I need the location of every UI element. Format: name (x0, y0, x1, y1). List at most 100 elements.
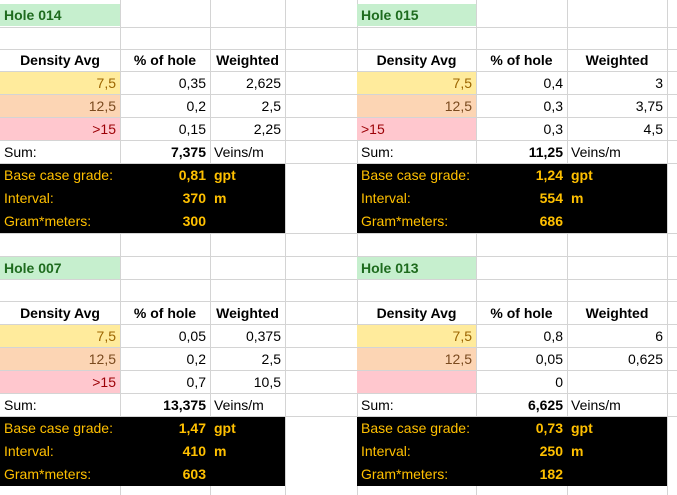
header-weighted[interactable]: Weighted (585, 305, 649, 321)
grade-label[interactable]: Base case grade: (361, 420, 470, 436)
grade-unit[interactable]: gpt (214, 167, 236, 183)
sum-unit[interactable]: Veins/m (214, 144, 264, 160)
sum-unit[interactable]: Veins/m (214, 397, 264, 413)
grade-value[interactable]: 0,73 (535, 420, 563, 436)
pct-cell[interactable]: 0,4 (543, 75, 563, 91)
density-cell[interactable]: 7,5 (0, 72, 120, 94)
hole-title-013[interactable]: Hole 013 (357, 257, 476, 279)
gram-meters-label[interactable]: Gram*meters: (361, 213, 449, 229)
pct-cell[interactable]: 0,15 (178, 121, 206, 137)
weighted-cell[interactable]: 3,75 (635, 98, 663, 114)
hole-title-015[interactable]: Hole 015 (357, 4, 476, 26)
gram-meters-label[interactable]: Gram*meters: (361, 466, 449, 482)
grid-line (0, 324, 677, 325)
sum-unit[interactable]: Veins/m (571, 397, 621, 413)
sum-value[interactable]: 7,375 (170, 144, 206, 160)
interval-value[interactable]: 554 (539, 190, 563, 206)
density-cell[interactable]: 12,5 (0, 95, 120, 117)
gram-meters-value[interactable]: 300 (182, 213, 206, 229)
header-weighted[interactable]: Weighted (216, 305, 279, 321)
sum-value[interactable]: 13,375 (163, 397, 206, 413)
weighted-cell[interactable]: 2,5 (261, 351, 281, 367)
interval-unit[interactable]: m (571, 443, 584, 459)
interval-label[interactable]: Interval: (361, 190, 411, 206)
density-cell[interactable]: >15 (357, 118, 476, 140)
sum-unit[interactable]: Veins/m (571, 144, 621, 160)
density-cell[interactable]: 12,5 (0, 348, 120, 370)
interval-value[interactable]: 250 (539, 443, 563, 459)
gram-meters-label[interactable]: Gram*meters: (4, 466, 92, 482)
header-weighted[interactable]: Weighted (216, 52, 279, 68)
hole-title-007[interactable]: Hole 007 (0, 257, 120, 279)
density-cell[interactable]: 7,5 (357, 325, 476, 347)
pct-cell[interactable]: 0,2 (186, 98, 206, 114)
pct-cell[interactable]: 0,7 (186, 374, 206, 390)
interval-unit[interactable]: m (571, 190, 584, 206)
sum-label[interactable]: Sum: (361, 144, 394, 160)
grade-label[interactable]: Base case grade: (4, 420, 113, 436)
header-density-avg[interactable]: Density Avg (20, 305, 100, 321)
pct-cell[interactable]: 0,3 (543, 121, 563, 137)
density-cell[interactable]: >15 (0, 371, 120, 393)
pct-cell[interactable]: 0,05 (535, 351, 563, 367)
sum-label[interactable]: Sum: (4, 397, 37, 413)
weighted-cell[interactable]: 4,5 (643, 121, 663, 137)
sum-label[interactable]: Sum: (361, 397, 394, 413)
gram-meters-label[interactable]: Gram*meters: (4, 213, 92, 229)
gram-meters-value[interactable]: 182 (539, 466, 563, 482)
pct-cell[interactable]: 0,2 (186, 351, 206, 367)
grid-line (667, 0, 668, 495)
density-cell[interactable]: >15 (0, 118, 120, 140)
interval-value[interactable]: 370 (182, 190, 206, 206)
interval-value[interactable]: 410 (182, 443, 206, 459)
weighted-cell[interactable]: 2,625 (245, 75, 281, 91)
header-pct-of-hole[interactable]: % of hole (490, 52, 553, 68)
density-cell[interactable] (357, 371, 476, 393)
header-pct-of-hole[interactable]: % of hole (490, 305, 553, 321)
grade-value[interactable]: 1,24 (535, 167, 563, 183)
interval-label[interactable]: Interval: (4, 190, 54, 206)
weighted-cell[interactable]: 2,5 (261, 98, 281, 114)
weighted-cell[interactable]: 2,25 (253, 121, 281, 137)
grade-unit[interactable]: gpt (214, 420, 236, 436)
header-weighted[interactable]: Weighted (585, 52, 649, 68)
grade-value[interactable]: 0,81 (178, 167, 206, 183)
gram-meters-value[interactable]: 686 (539, 213, 563, 229)
grade-value[interactable]: 1,47 (178, 420, 206, 436)
weighted-cell[interactable]: 0,375 (245, 328, 281, 344)
grade-label[interactable]: Base case grade: (4, 167, 113, 183)
pct-cell[interactable]: 0 (555, 374, 563, 390)
sum-value[interactable]: 6,625 (527, 397, 563, 413)
grade-unit[interactable]: gpt (571, 167, 593, 183)
interval-unit[interactable]: m (214, 443, 227, 459)
pct-cell[interactable]: 0,35 (178, 75, 206, 91)
weighted-cell[interactable]: 10,5 (253, 374, 281, 390)
density-cell[interactable]: 12,5 (357, 95, 476, 117)
pct-cell[interactable]: 0,3 (543, 98, 563, 114)
density-cell[interactable]: 7,5 (0, 325, 120, 347)
hole-title-014[interactable]: Hole 014 (0, 4, 120, 26)
weighted-cell[interactable]: 6 (655, 328, 663, 344)
density-cell[interactable]: 12,5 (357, 348, 476, 370)
sum-label[interactable]: Sum: (4, 144, 37, 160)
header-pct-of-hole[interactable]: % of hole (133, 305, 197, 321)
pct-cell[interactable]: 0,8 (543, 328, 563, 344)
density-cell[interactable]: 7,5 (357, 72, 476, 94)
header-pct-of-hole[interactable]: % of hole (133, 52, 197, 68)
interval-label[interactable]: Interval: (4, 443, 54, 459)
header-density-avg[interactable]: Density Avg (376, 305, 457, 321)
weighted-cell[interactable]: 0,625 (627, 351, 663, 367)
grid-line (0, 233, 677, 234)
header-density-avg[interactable]: Density Avg (20, 52, 100, 68)
header-density-avg[interactable]: Density Avg (376, 52, 457, 68)
pct-cell[interactable]: 0,05 (178, 328, 206, 344)
gram-meters-value[interactable]: 603 (182, 466, 206, 482)
grade-label[interactable]: Base case grade: (361, 167, 470, 183)
interval-label[interactable]: Interval: (361, 443, 411, 459)
sum-value[interactable]: 11,25 (528, 144, 563, 160)
weighted-cell[interactable] (567, 371, 667, 393)
grade-unit[interactable]: gpt (571, 420, 593, 436)
weighted-cell[interactable]: 3 (655, 75, 663, 91)
interval-unit[interactable]: m (214, 190, 227, 206)
